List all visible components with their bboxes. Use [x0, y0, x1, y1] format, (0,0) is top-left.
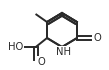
Text: O: O: [93, 33, 101, 43]
Text: NH: NH: [55, 47, 71, 57]
Text: O: O: [37, 57, 45, 67]
Text: HO: HO: [8, 42, 24, 52]
